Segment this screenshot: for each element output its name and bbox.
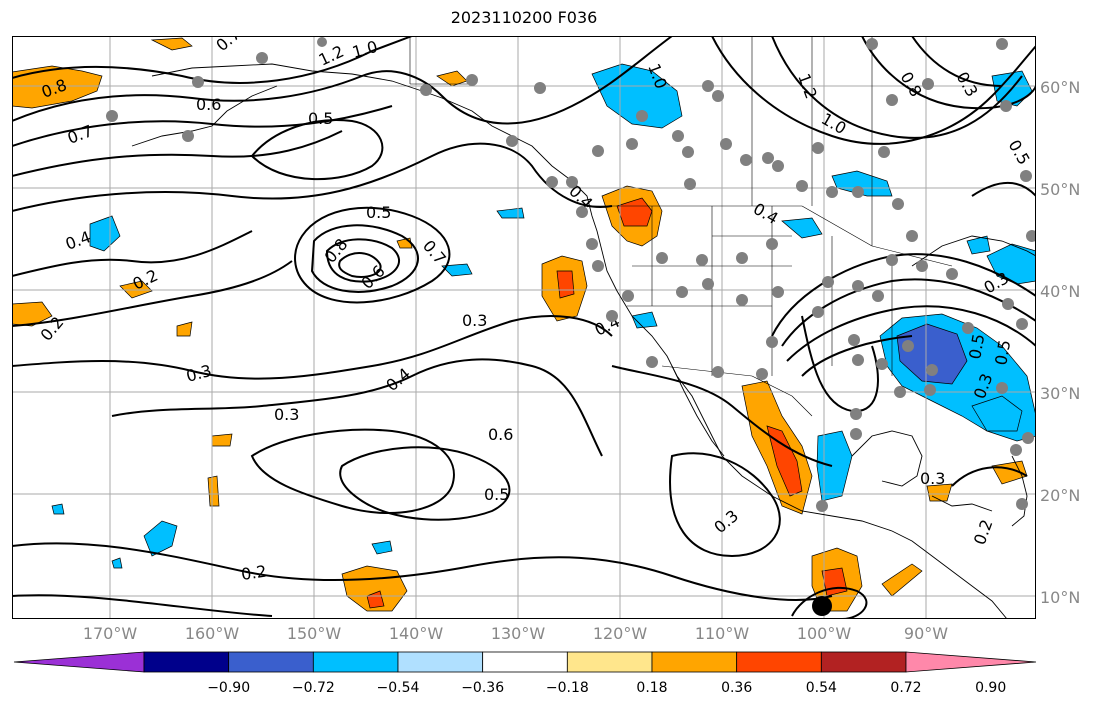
lat-label-40n: 40°N [1040,282,1081,301]
lon-label-90w: 90°W [903,624,949,643]
colorbar-segment [820,651,907,673]
coastlines [131,63,1036,619]
lat-label-20n: 20°N [1040,486,1081,505]
contour-label: 0.3 [462,311,487,330]
colorbar-tick-label: 0.18 [636,680,668,696]
lon-label-160w: 160°W [184,624,240,643]
contour-label: 0.3 [920,469,945,488]
colorbar-tick-label: −0.36 [461,680,505,696]
colorbar-segment [312,651,399,673]
lon-label-150w: 150°W [286,624,342,643]
colorbar-segment [736,651,822,673]
map-title: 2023110200 F036 [450,8,598,27]
contour-label: 0.5 [484,485,509,504]
map-frame [12,36,1036,619]
station-markers [106,37,1036,512]
lat-label-30n: 30°N [1040,384,1081,403]
colorbar-segment [228,651,314,673]
contour-label: 0.5 [965,332,988,360]
colorbar-tick-label: 0.36 [721,680,753,696]
lat-label-10n: 10°N [1040,588,1081,607]
lon-label-170w: 170°W [82,624,138,643]
colorbar-extend-high [905,651,1037,673]
lon-label-130w: 130°W [490,624,546,643]
colorbar-segment [482,651,568,673]
contour-label: 0.5 [308,109,333,128]
contour-label: 0.2 [240,562,268,584]
colorbar-tick-label: −0.72 [291,680,335,696]
lon-label-100w: 100°W [796,624,852,643]
political-borders [409,36,953,417]
positive-anomaly-shading [12,37,1028,612]
colorbar-segment [651,651,738,673]
contour-lines [12,36,1036,619]
lon-label-120w: 120°W [592,624,648,643]
contour-label: 0.5 [991,338,1014,366]
storm-center-marker [812,596,832,616]
colorbar-extend-low [13,651,145,673]
contour-label: 0.6 [488,425,513,444]
lon-label-140w: 140°W [388,624,444,643]
lon-label-110w: 110°W [694,624,750,643]
colorbar-segment [566,651,653,673]
contour-label: 0.6 [196,95,221,114]
map-panel: 0.8 0.7 0.6 0.7 1.2 1.0 0.5 0.4 0.2 0.2 … [12,36,1036,619]
colorbar-tick-label: 0.72 [890,680,922,696]
contour-label: 0.5 [366,203,391,222]
colorbar-tick-label: 0.90 [975,680,1007,696]
colorbar-segment [143,651,230,673]
colorbar-tick-label: −0.90 [207,680,251,696]
colorbar-tick-label: −0.54 [376,680,420,696]
lat-label-60n: 60°N [1040,78,1081,97]
graticule [12,36,1036,619]
colorbar-tick-label: 0.54 [805,680,837,696]
lat-label-50n: 50°N [1040,180,1081,199]
colorbar-tick-label: −0.18 [545,680,589,696]
colorbar [13,651,1037,673]
contour-label: 0.3 [274,405,299,424]
colorbar-segment [397,651,484,673]
